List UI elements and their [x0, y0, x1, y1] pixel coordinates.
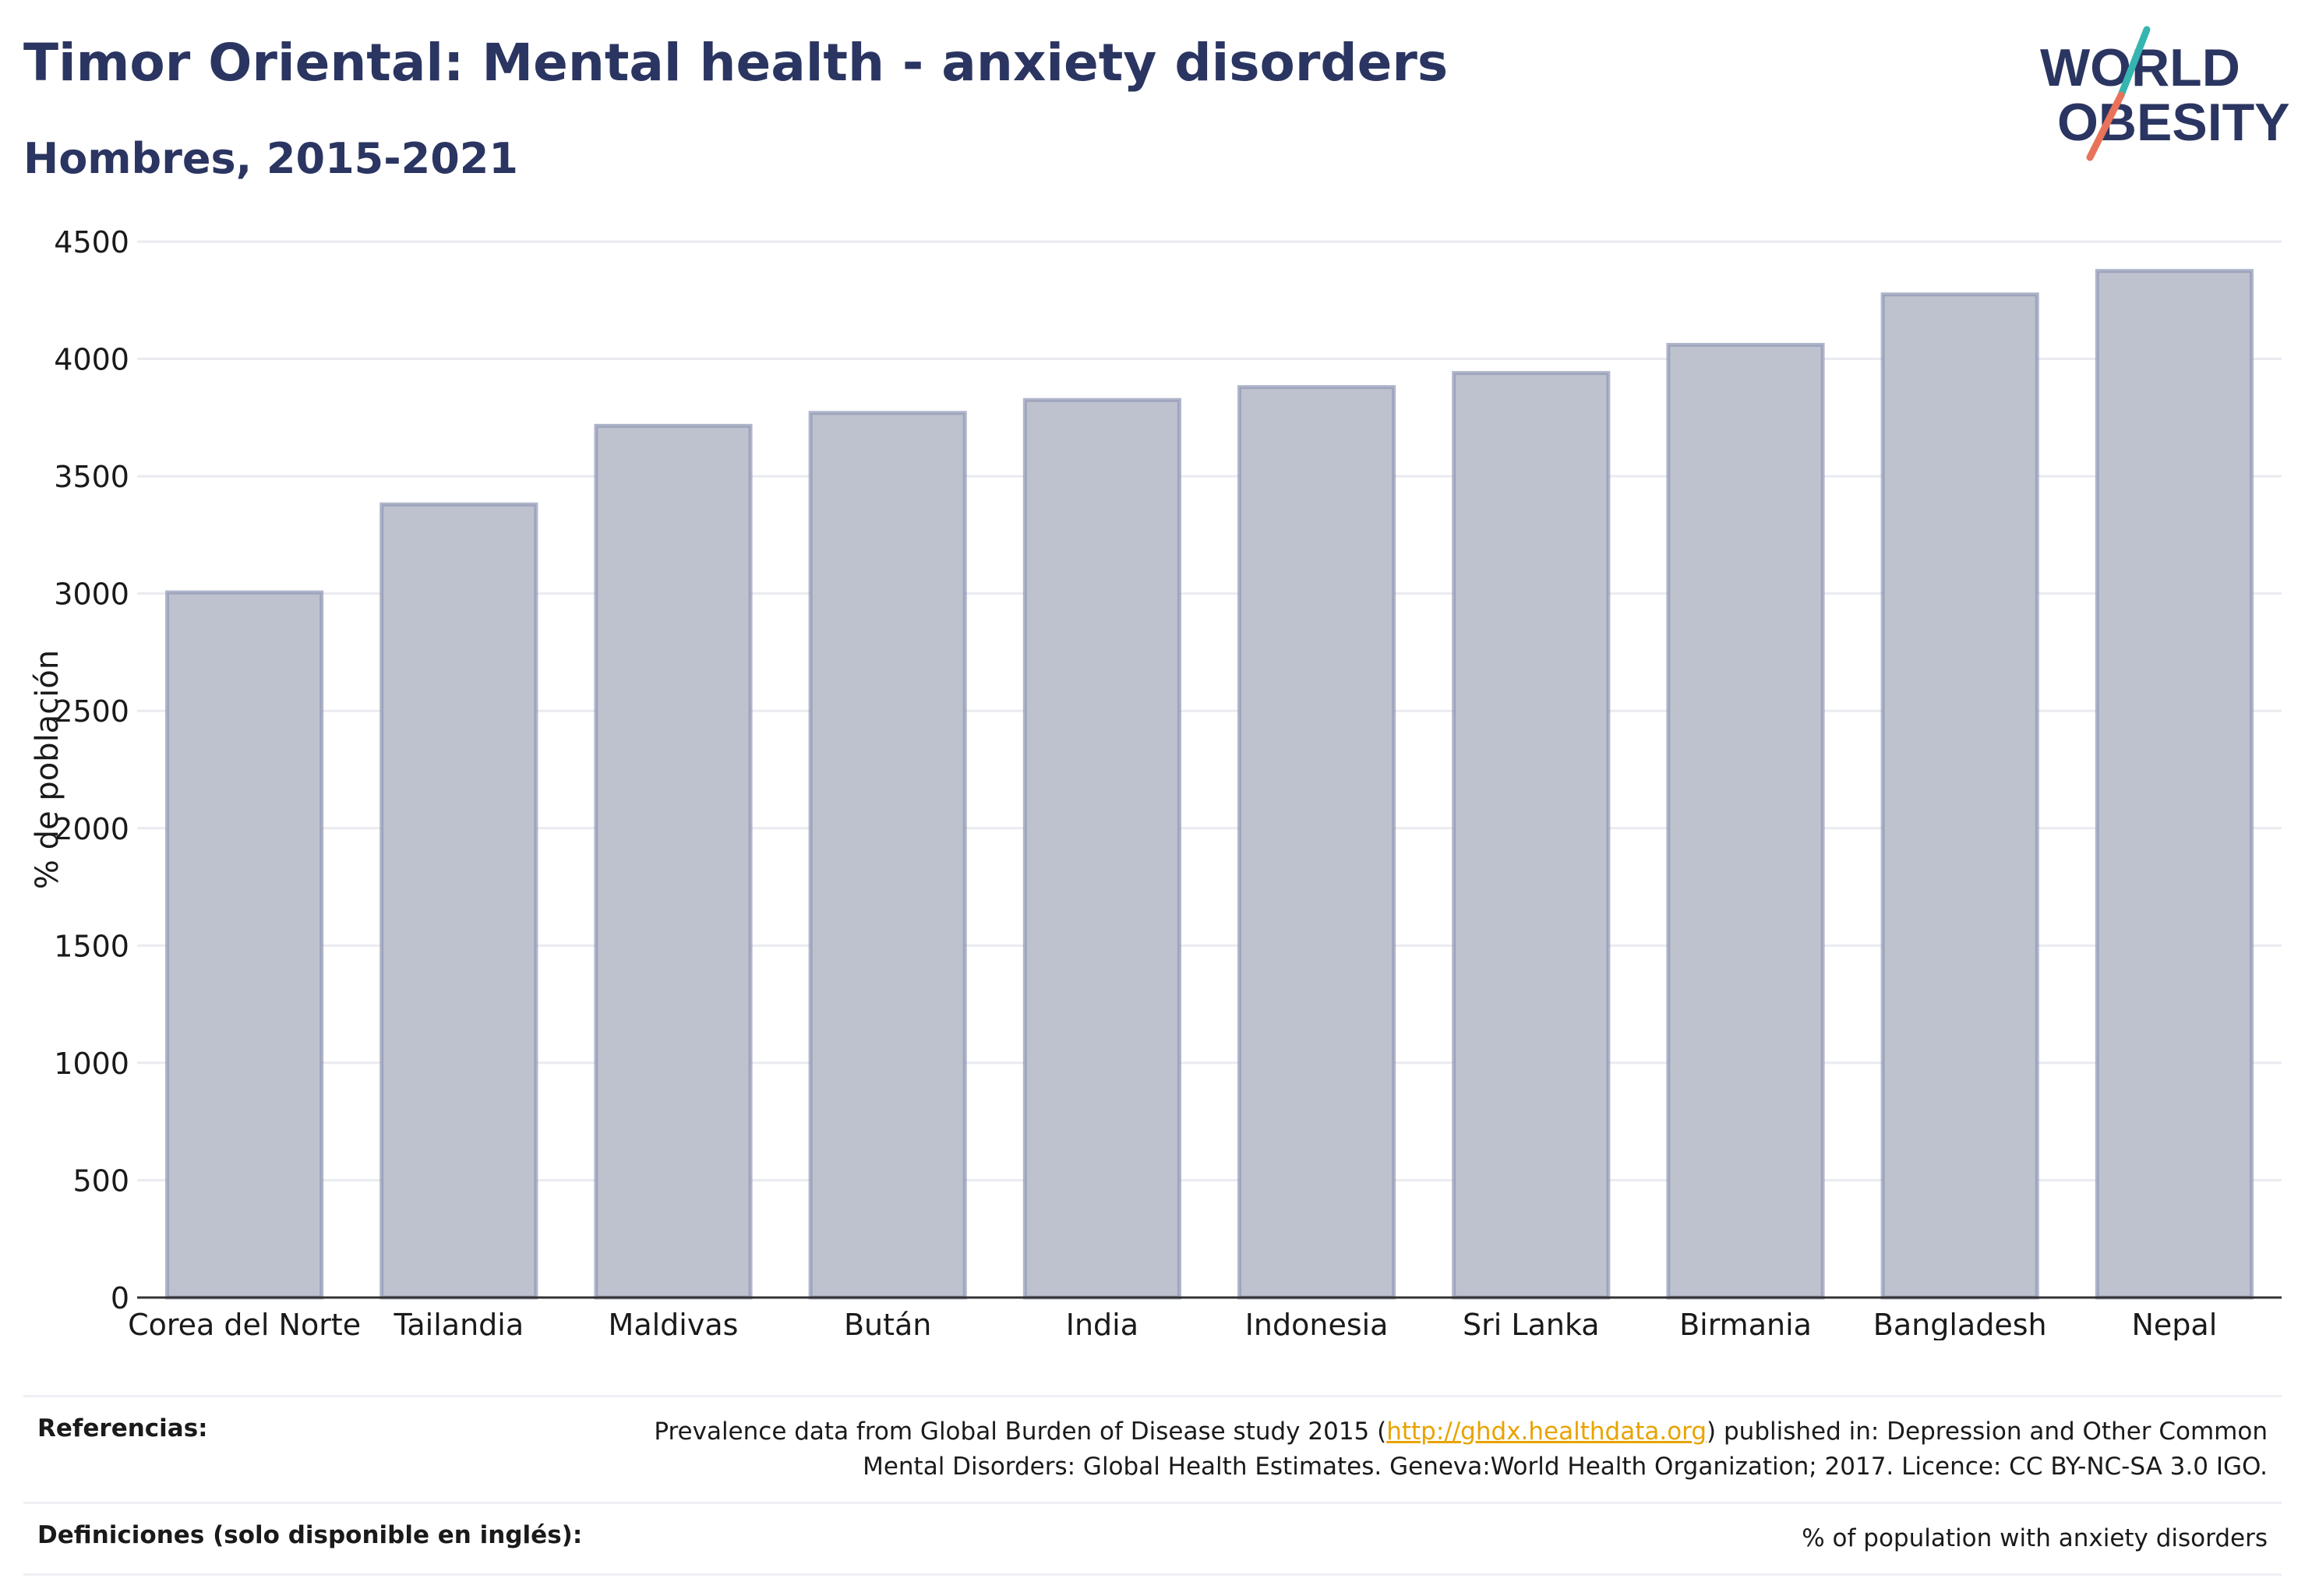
bar — [1022, 397, 1181, 1300]
bar — [1666, 342, 1825, 1300]
bar — [379, 502, 538, 1300]
references-text-before: Prevalence data from Global Burden of Di… — [654, 1418, 1387, 1446]
x-tick-label: Sri Lanka — [1463, 1308, 1600, 1340]
bar — [2095, 269, 2254, 1300]
y-tick-label: 1500 — [54, 929, 129, 963]
x-tick-label: Nepal — [2132, 1308, 2218, 1340]
definitions-text: % of population with anxiety disorders — [1802, 1524, 2268, 1552]
x-tick-label: India — [1066, 1308, 1138, 1340]
x-tick-label: Maldivas — [609, 1308, 739, 1340]
references-label: Referencias: — [37, 1414, 208, 1442]
y-tick-label: 3000 — [54, 577, 129, 612]
bar — [165, 590, 324, 1300]
x-tick-label: Birmania — [1679, 1308, 1812, 1340]
references-panel: Referencias: Prevalence data from Global… — [23, 1395, 2282, 1576]
y-tick-label: 2000 — [54, 812, 129, 846]
references-text-after: ) published in: Depression and Other Com… — [1707, 1418, 2268, 1446]
x-tick-label: Corea del Norte — [128, 1308, 361, 1340]
y-axis-label: % de población — [30, 650, 65, 889]
y-tick-label: 2500 — [54, 694, 129, 729]
y-tick-label: 4000 — [54, 343, 129, 377]
x-tick-label: Bangladesh — [1873, 1308, 2047, 1340]
y-tick-label: 1000 — [54, 1047, 129, 1081]
logo-line2: OBESITY — [2057, 93, 2290, 152]
bar — [594, 423, 753, 1300]
references-text: Prevalence data from Global Burden of Di… — [654, 1414, 2268, 1485]
logo-slash-top — [2117, 26, 2151, 99]
bar — [1880, 292, 2039, 1300]
definitions-label: Definiciones (solo disponible en inglés)… — [37, 1520, 583, 1549]
bar-chart: 0 500 1000 1500 2000 2500 3000 3500 4000 4500 Core… — [30, 225, 2282, 1340]
references-link[interactable]: http://ghdx.healthdata.org — [1386, 1418, 1707, 1446]
page-title: Timor Oriental: Mental health - anxiety … — [23, 33, 1449, 93]
y-tick-label: 0 — [111, 1281, 129, 1315]
bar — [1452, 371, 1611, 1300]
y-tick-label: 4500 — [54, 225, 129, 260]
references-text-line2: Mental Disorders: Global Health Estimate… — [863, 1452, 2268, 1481]
definitions-row: Definiciones (solo disponible en inglés)… — [23, 1501, 2282, 1576]
x-tick-label: Tailandia — [393, 1308, 524, 1340]
x-tick-label: Bután — [844, 1308, 931, 1340]
y-tick-label: 500 — [72, 1163, 129, 1198]
y-tick-label: 3500 — [54, 460, 129, 494]
logo-slash-bottom — [2086, 91, 2125, 161]
page-subtitle: Hombres, 2015-2021 — [23, 134, 518, 183]
x-tick-label: Indonesia — [1245, 1308, 1389, 1340]
world-obesity-logo: WORLD OBESITY — [2040, 26, 2290, 161]
bar — [1237, 385, 1396, 1300]
bar — [808, 411, 967, 1300]
references-row: Referencias: Prevalence data from Global… — [23, 1395, 2282, 1502]
